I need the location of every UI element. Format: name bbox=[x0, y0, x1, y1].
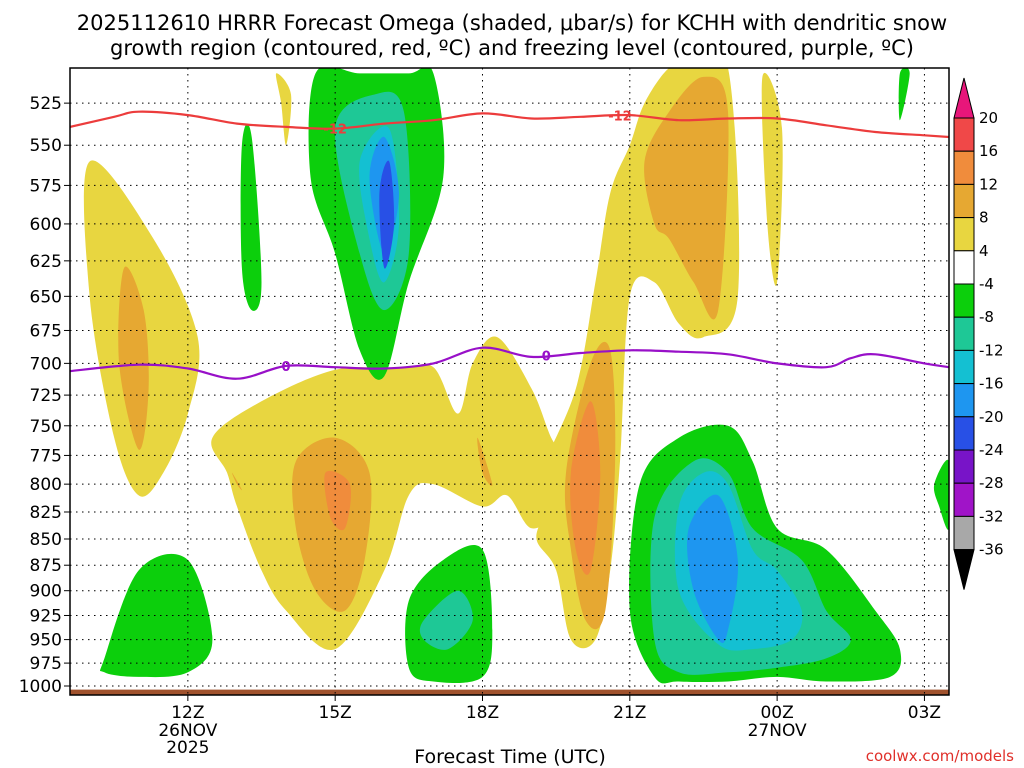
colorbar-swatch bbox=[953, 349, 975, 385]
y-tick-label: 775 bbox=[30, 446, 62, 466]
dotted-gridlines bbox=[70, 68, 949, 695]
y-tick-label: 650 bbox=[30, 287, 62, 307]
x-tick-label: 21Z bbox=[613, 703, 646, 723]
chart-title-line1: 2025112610 HRRR Forecast Omega (shaded, … bbox=[77, 11, 947, 35]
colorbar-label: -4 bbox=[979, 275, 994, 293]
colorbar-swatch bbox=[953, 449, 975, 484]
freezing-level-line bbox=[70, 346, 949, 380]
y-tick-label: 700 bbox=[30, 354, 62, 374]
y-tick-label: 625 bbox=[30, 252, 62, 272]
omega-region bbox=[240, 123, 262, 311]
omega-region bbox=[687, 494, 739, 644]
colorbar-label: -8 bbox=[979, 308, 994, 326]
omega-region bbox=[644, 76, 729, 320]
colorbar-swatch bbox=[953, 383, 975, 418]
omega-region bbox=[933, 459, 949, 530]
contour-label: 0 bbox=[282, 360, 291, 375]
temperature-contours: -12 -12 0 0 bbox=[70, 109, 949, 380]
x-tick-date: 27NOV bbox=[748, 721, 807, 741]
omega-region bbox=[477, 437, 493, 486]
ground-surface bbox=[70, 689, 949, 695]
ground-strip bbox=[70, 689, 949, 695]
x-tick-label: 00Z bbox=[760, 703, 793, 723]
colorbar-swatch bbox=[953, 150, 975, 185]
colorbar-swatch bbox=[953, 416, 975, 451]
omega-region bbox=[898, 68, 910, 121]
x-tick-label: 12Z bbox=[171, 703, 204, 723]
plot-frame bbox=[69, 67, 950, 696]
omega-region bbox=[275, 73, 292, 146]
omega-region bbox=[761, 72, 783, 286]
y-tick-label: 600 bbox=[30, 215, 62, 235]
y-tick-label: 725 bbox=[30, 386, 62, 406]
colorbar-swatch bbox=[953, 117, 975, 152]
colorbar-label: -32 bbox=[979, 507, 1004, 525]
y-tick-label: 950 bbox=[30, 631, 62, 651]
y-tick-label: 675 bbox=[30, 321, 62, 341]
colorbar-label: -36 bbox=[979, 541, 1004, 559]
colorbar-label: 12 bbox=[979, 175, 998, 193]
x-tick-label: 15Z bbox=[319, 703, 352, 723]
omega-region bbox=[419, 590, 473, 650]
x-tick-label: 03Z bbox=[908, 703, 941, 723]
y-tick-label: 850 bbox=[30, 530, 62, 550]
y-tick-label: 825 bbox=[30, 503, 62, 523]
colorbar-label: -16 bbox=[979, 375, 1004, 393]
omega-region bbox=[570, 401, 601, 575]
colorbar-label: -28 bbox=[979, 474, 1004, 492]
omega-region bbox=[100, 553, 213, 678]
omega-region bbox=[324, 470, 351, 531]
colorbar-swatch bbox=[953, 482, 975, 517]
credit-text[interactable]: coolwx.com/models bbox=[866, 747, 1014, 765]
y-tick-label: 800 bbox=[30, 475, 62, 495]
colorbar: 20 16 12 8 4 -4 -8 -12 -16 -20 -24 -28 -32 -36 bbox=[953, 77, 1004, 590]
colorbar-top-arrow bbox=[953, 77, 975, 119]
y-tick-label: 525 bbox=[30, 94, 62, 114]
colorbar-bottom-arrow bbox=[953, 549, 975, 590]
omega-region bbox=[211, 336, 567, 651]
y-tick-label: 875 bbox=[30, 556, 62, 576]
omega-region bbox=[231, 472, 243, 491]
colorbar-swatch bbox=[953, 515, 975, 551]
contour-label: -12 bbox=[608, 109, 632, 124]
colorbar-label: -20 bbox=[979, 408, 1004, 426]
x-tick-label: 18Z bbox=[466, 703, 499, 723]
y-axis-ticks: 525 550 575 600 625 650 675 700 725 750 775 800 825 8… bbox=[19, 94, 70, 697]
colorbar-label: 8 bbox=[979, 209, 989, 227]
colorbar-swatch bbox=[953, 217, 975, 252]
y-tick-label: 975 bbox=[30, 654, 62, 674]
y-tick-label: 900 bbox=[30, 582, 62, 602]
y-tick-label: 575 bbox=[30, 176, 62, 196]
y-tick-label: 750 bbox=[30, 417, 62, 437]
contour-label: -12 bbox=[323, 123, 347, 138]
omega-region bbox=[118, 266, 149, 450]
x-tick-year: 2025 bbox=[166, 738, 209, 758]
colorbar-swatch bbox=[953, 316, 975, 351]
colorbar-label: 16 bbox=[979, 142, 998, 160]
omega-region bbox=[379, 160, 395, 269]
y-tick-label: 925 bbox=[30, 606, 62, 626]
colorbar-label: -24 bbox=[979, 441, 1004, 459]
y-tick-label: 550 bbox=[30, 136, 62, 156]
y-tick-label: 1000 bbox=[19, 677, 62, 697]
colorbar-swatch bbox=[953, 283, 975, 318]
colorbar-swatch bbox=[953, 250, 975, 285]
colorbar-label: 4 bbox=[979, 242, 989, 260]
chart-title-line2: growth region (contoured, red, ºC) and f… bbox=[110, 36, 914, 60]
colorbar-swatch bbox=[953, 183, 975, 219]
colorbar-label: 20 bbox=[979, 109, 998, 127]
omega-region bbox=[292, 437, 372, 612]
dgz-contour-line bbox=[70, 110, 949, 139]
x-tick-date: 26NOV bbox=[158, 721, 217, 741]
colorbar-label: -12 bbox=[979, 341, 1004, 359]
contour-label: 0 bbox=[542, 350, 551, 365]
x-axis-title: Forecast Time (UTC) bbox=[414, 746, 605, 768]
